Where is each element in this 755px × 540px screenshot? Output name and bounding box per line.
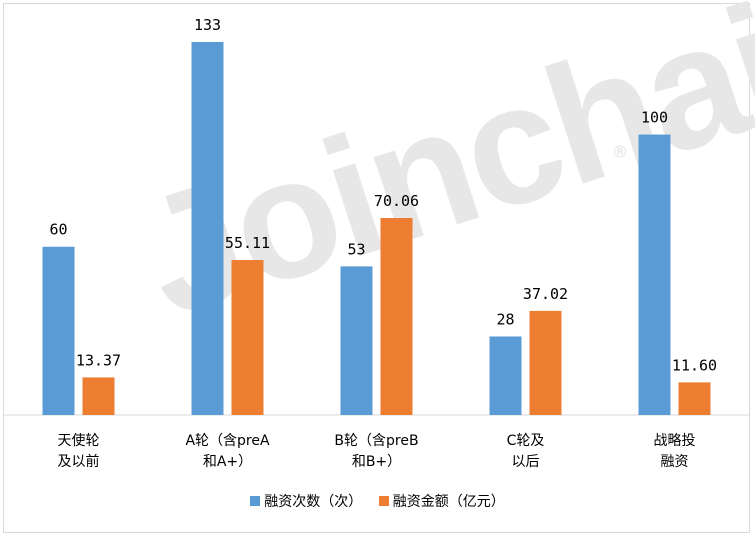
- x-tick-label-3-1: 以后: [512, 454, 540, 470]
- bar-count-4: [638, 134, 671, 415]
- x-tick-label-1-0: A轮（含preA: [185, 433, 270, 449]
- legend-swatch-count: [250, 496, 261, 506]
- legend-item-count: 融资次数（次）: [250, 491, 362, 511]
- data-label-count-4: 100: [641, 109, 668, 127]
- data-label-amount-4: 11.60: [672, 356, 717, 374]
- data-label-count-2: 53: [347, 240, 365, 258]
- x-tick-label-2-0: B轮（含preB: [334, 433, 418, 449]
- legend-item-amount: 融资金额（亿元）: [378, 491, 505, 511]
- bar-count-0: [42, 246, 75, 415]
- x-tick-label-4-1: 融资: [661, 454, 689, 470]
- data-label-count-3: 28: [496, 310, 514, 328]
- data-label-amount-1: 55.11: [225, 234, 270, 252]
- x-tick-label-4-0: 战略投: [654, 433, 696, 449]
- x-tick-label-2-1: 和B+）: [352, 454, 401, 470]
- bar-amount-0: [82, 377, 115, 415]
- data-label-amount-3: 37.02: [523, 285, 568, 303]
- bar-amount-3: [529, 310, 562, 415]
- x-tick-label-1-1: 和A+）: [203, 454, 252, 470]
- x-tick-label-0-0: 天使轮: [58, 432, 100, 449]
- legend-label-count: 融资次数（次）: [264, 494, 363, 510]
- legend-swatch-amount: [378, 496, 389, 506]
- data-label-amount-0: 13.37: [76, 351, 121, 369]
- data-label-count-0: 60: [49, 221, 67, 239]
- chart-frame: [3, 3, 750, 533]
- legend: 融资次数（次） 融资金额（亿元）: [0, 491, 755, 511]
- data-label-count-1: 133: [194, 16, 221, 34]
- legend-label-amount: 融资金额（亿元）: [392, 494, 505, 510]
- bar-count-2: [340, 266, 373, 415]
- bar-amount-1: [231, 260, 264, 415]
- bar-count-1: [191, 42, 224, 415]
- watermark-registered-mark: ®: [612, 142, 628, 161]
- bar-amount-2: [380, 218, 413, 415]
- bar-amount-4: [678, 382, 711, 415]
- bar-count-3: [489, 336, 522, 415]
- x-tick-label-3-0: C轮及: [507, 433, 545, 449]
- data-label-amount-2: 70.06: [374, 192, 419, 210]
- x-tick-label-0-1: 及以前: [58, 453, 100, 470]
